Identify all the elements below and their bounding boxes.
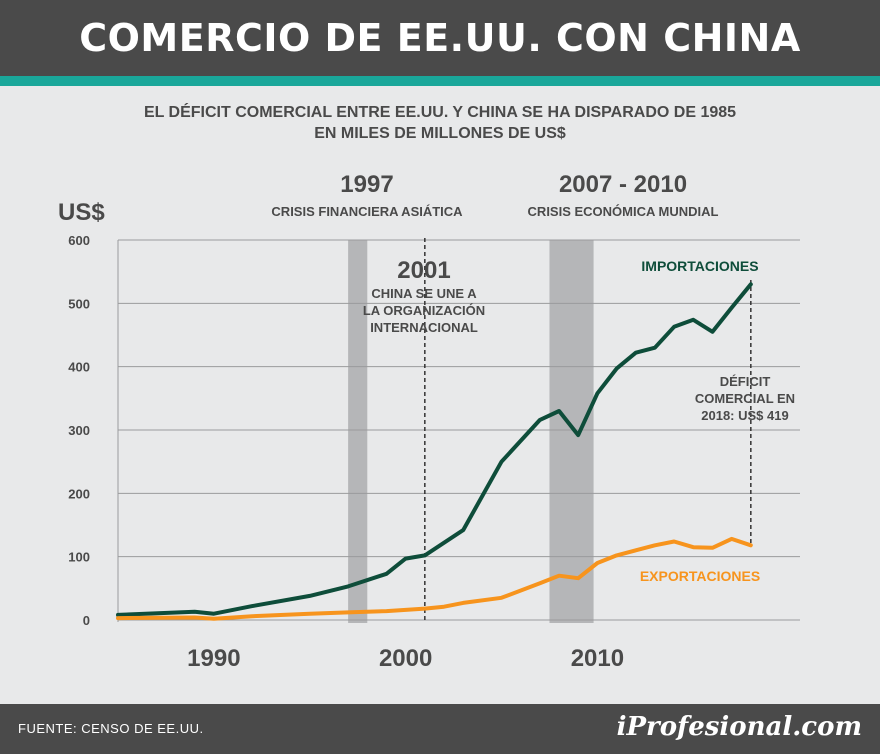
- annotation-text-deficit2018: DÉFICIT: [720, 374, 771, 389]
- chart: 0 100 200 300 400 500 600 US$ 1990 2000 2010 IMPORT…: [58, 171, 800, 672]
- annotation-text-wto2001: CHINA SE UNE A: [371, 286, 477, 301]
- brand-logo: iProfesional.com: [616, 712, 862, 742]
- series-line-exportaciones: [116, 536, 753, 621]
- source-text: FUENTE: CENSO DE EE.UU.: [18, 721, 204, 736]
- y-tick-label: 500: [68, 296, 90, 311]
- y-tick-label: 400: [68, 360, 90, 375]
- subtitle-line-1: EL DÉFICIT COMERCIAL ENTRE EE.UU. Y CHIN…: [143, 104, 737, 121]
- page-title: COMERCIO DE EE.UU. CON CHINA: [79, 16, 801, 60]
- series-label-exportaciones: EXPORTACIONES: [640, 568, 760, 584]
- crisis-band-crisis1997: [348, 240, 368, 623]
- y-tick-label: 300: [68, 423, 90, 438]
- annotation-year-crisis2008: 2007 - 2010: [559, 171, 687, 198]
- series-label-importaciones: IMPORTACIONES: [641, 258, 758, 274]
- annotation-label-crisis1997: CRISIS FINANCIERA ASIÁTICA: [271, 204, 463, 219]
- chart-subtitle: EL DÉFICIT COMERCIAL ENTRE EE.UU. Y CHIN…: [0, 102, 880, 144]
- y-axis-label: US$: [58, 199, 105, 226]
- annotation-year-wto2001: 2001: [397, 257, 450, 284]
- x-tick-label: 2010: [571, 645, 624, 672]
- annotation-text-deficit2018: 2018: US$ 419: [701, 408, 788, 423]
- subtitle-line-2: EN MILES DE MILLONES DE US$: [314, 125, 566, 142]
- y-tick-label: 100: [68, 550, 90, 565]
- series-line-importaciones: [116, 282, 753, 617]
- y-tick-label: 600: [68, 233, 90, 248]
- annotation-year-crisis1997: 1997: [340, 171, 393, 198]
- header: COMERCIO DE EE.UU. CON CHINA: [0, 0, 880, 76]
- header-accent-bar: [0, 76, 880, 86]
- annotation-text-wto2001: LA ORGANIZACIÓN: [363, 303, 485, 318]
- footer: FUENTE: CENSO DE EE.UU. iProfesional.com: [0, 704, 880, 754]
- crisis-band-crisis2008: [549, 240, 594, 623]
- annotation-text-deficit2018: COMERCIAL EN: [695, 391, 795, 406]
- x-tick-label: 2000: [379, 645, 432, 672]
- x-tick-label: 1990: [187, 645, 240, 672]
- annotation-text-wto2001: INTERNACIONAL: [370, 320, 478, 335]
- y-tick-label: 200: [68, 486, 90, 501]
- y-tick-label: 0: [83, 613, 90, 628]
- annotation-label-crisis2008: CRISIS ECONÓMICA MUNDIAL: [528, 204, 719, 219]
